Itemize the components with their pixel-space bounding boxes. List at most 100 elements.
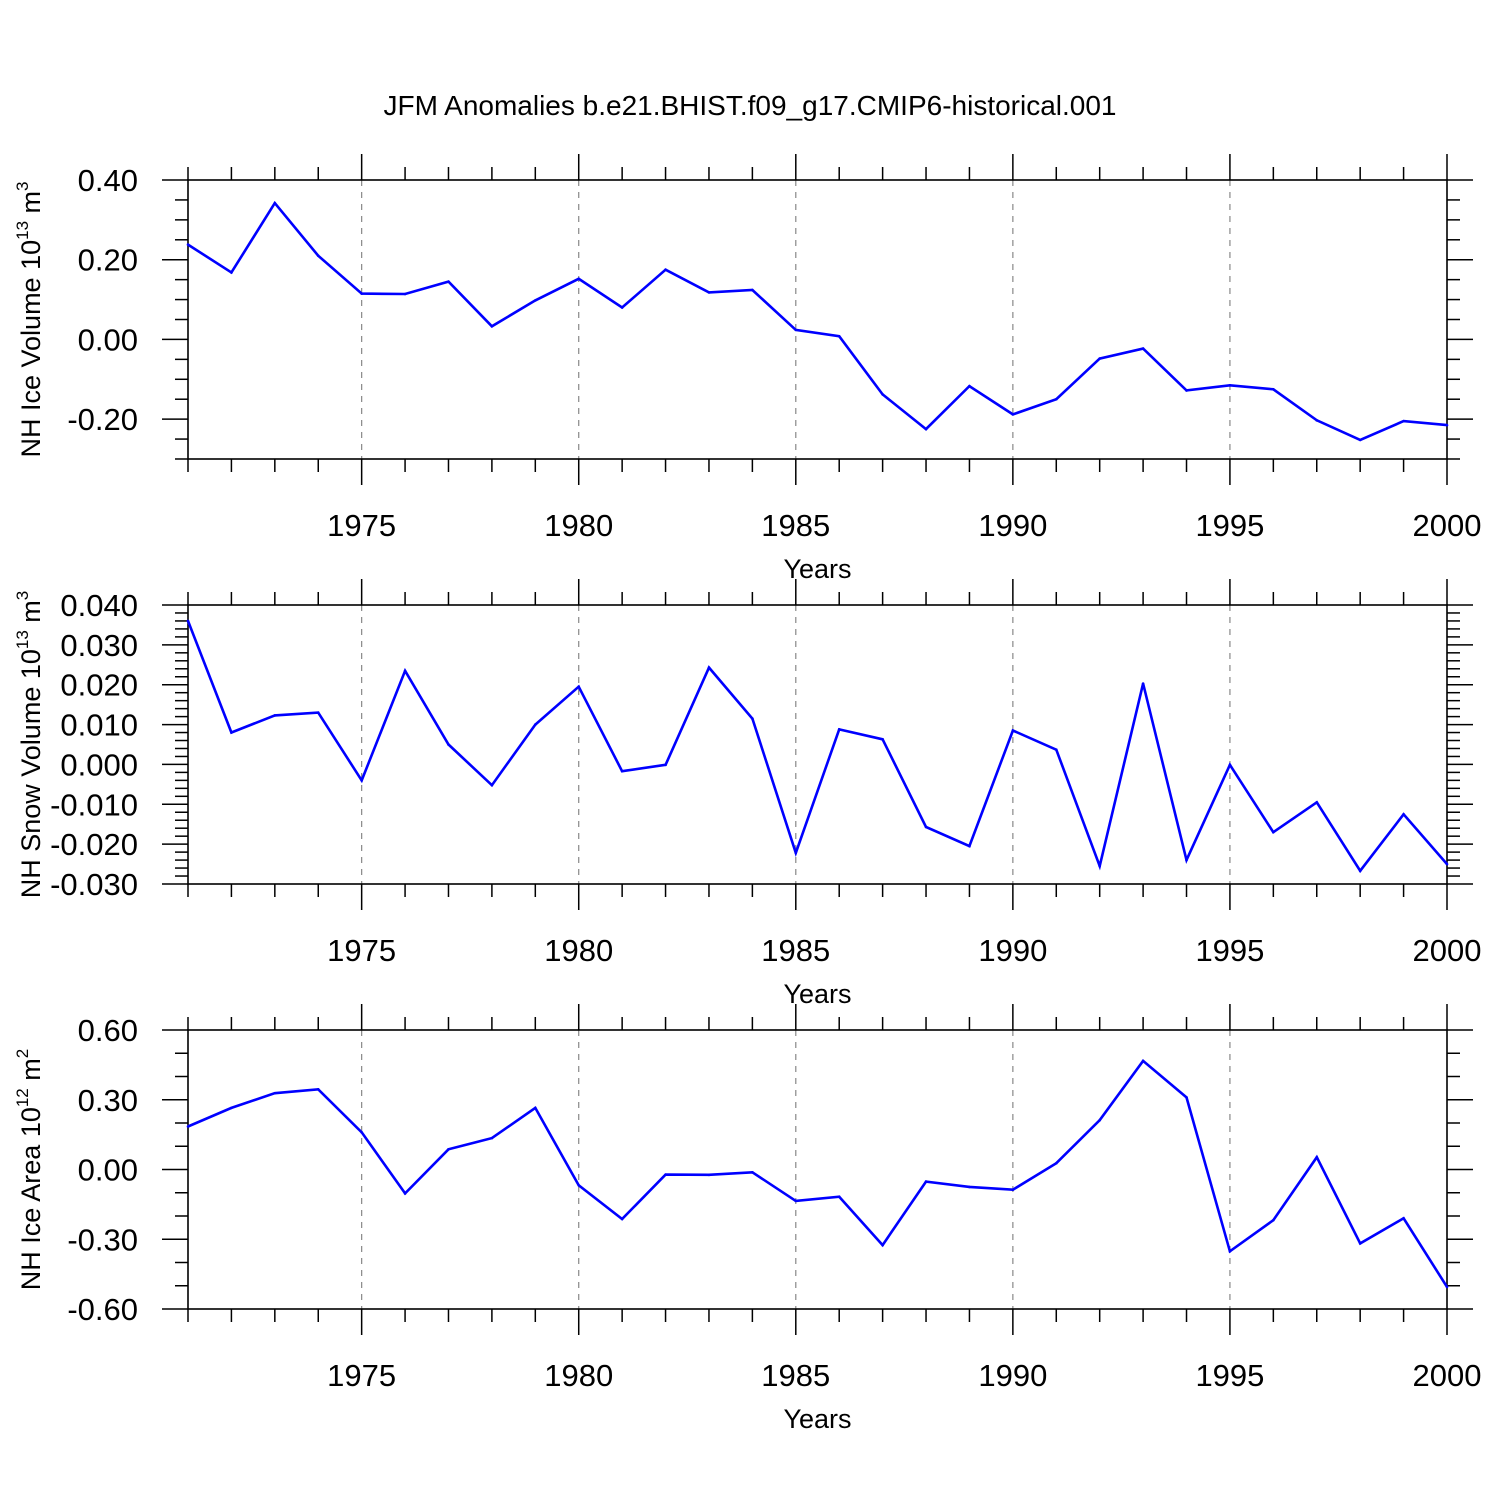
- panel-snow-volume: -0.030 -0.020 -0.010 0.000 0.010 0.020 0.030 0.…: [13, 579, 1481, 1009]
- data-point: [1445, 423, 1449, 427]
- data-point: [1011, 729, 1015, 732]
- plot-frame: [187, 1029, 1448, 1310]
- data-point: [316, 254, 320, 258]
- figure-title: JFM Anomalies b.e21.BHIST.f09_g17.CMIP6-…: [383, 90, 1116, 121]
- data-point: [968, 384, 971, 388]
- y-tick-label: -0.010: [50, 787, 138, 822]
- data-point: [1315, 419, 1319, 422]
- x-tick-label: 1985: [761, 933, 830, 968]
- data-point: [968, 1185, 971, 1189]
- data-point: [1141, 1059, 1145, 1063]
- data-point: [707, 291, 711, 294]
- y-tick-label: 0.00: [78, 322, 138, 357]
- data-point: [1141, 347, 1145, 350]
- panel-ice-area: -0.60 -0.30 0.00 0.30 0.60 1975 1980 1985 1990 19…: [13, 1004, 1481, 1434]
- x-tick-label: 2000: [1413, 1358, 1482, 1393]
- data-point: [230, 731, 233, 734]
- data-point: [620, 1217, 624, 1221]
- x-tick-label: 1975: [327, 508, 396, 543]
- x-tick-label: 1980: [544, 1358, 613, 1393]
- series-line-ice-area: [187, 1059, 1449, 1288]
- data-point: [447, 280, 450, 283]
- data-point: [577, 1184, 581, 1187]
- data-point: [186, 1125, 190, 1128]
- data-point: [664, 1173, 667, 1176]
- data-point: [403, 292, 407, 296]
- data-point: [1054, 397, 1058, 401]
- data-point: [273, 201, 277, 205]
- data-point: [1315, 1155, 1319, 1159]
- y-tick-label: -0.20: [67, 402, 138, 437]
- data-point: [490, 324, 494, 328]
- y-tick-label: -0.020: [50, 827, 138, 862]
- data-point: [1272, 387, 1275, 391]
- data-point: [1098, 357, 1101, 360]
- y-axis-label: NH Ice Area 1012 m2: [13, 1049, 46, 1290]
- data-point: [403, 669, 407, 673]
- x-tick-label: 1995: [1195, 508, 1264, 543]
- data-point: [186, 619, 190, 623]
- y-tick-label: 0.30: [78, 1083, 138, 1118]
- data-point: [1185, 858, 1188, 862]
- x-tick-label: 2000: [1413, 933, 1482, 968]
- data-point: [751, 717, 754, 720]
- data-point: [1402, 1217, 1405, 1220]
- y-axis-label: NH Snow Volume 1013 m3: [13, 591, 46, 899]
- y-tick-label: -0.60: [67, 1292, 138, 1327]
- x-tick-label: 2000: [1413, 508, 1482, 543]
- data-point: [577, 277, 581, 281]
- data-point: [1054, 748, 1058, 751]
- y-tick-label: -0.30: [67, 1222, 138, 1257]
- x-tick-label: 1990: [978, 1358, 1047, 1393]
- data-point: [1228, 383, 1232, 387]
- data-point: [1185, 1096, 1188, 1099]
- data-point: [794, 851, 798, 855]
- data-point: [707, 666, 711, 669]
- data-point: [273, 1091, 277, 1095]
- data-point: [230, 1106, 233, 1110]
- y-tick-label: 0.00: [78, 1153, 138, 1188]
- x-tick-label: 1980: [544, 508, 613, 543]
- x-tick-label: 1975: [327, 1358, 396, 1393]
- x-tick-label: 1975: [327, 933, 396, 968]
- data-point: [881, 1243, 884, 1247]
- data-point: [664, 763, 667, 767]
- data-point: [447, 1147, 450, 1151]
- data-point: [1272, 830, 1275, 834]
- data-point: [360, 1131, 363, 1134]
- data-point: [837, 728, 841, 731]
- x-axis-label: Years: [783, 979, 851, 1009]
- panels: -0.20 0.00 0.20 0.40 1975 1980 1985 1990 1995 200…: [13, 154, 1481, 1434]
- data-point: [1141, 682, 1145, 685]
- x-tick-label: 1995: [1195, 933, 1264, 968]
- x-tick-label: 1985: [761, 508, 830, 543]
- data-point: [1402, 812, 1405, 816]
- x-tick-label: 1980: [544, 933, 613, 968]
- data-point: [490, 1136, 494, 1140]
- data-point: [881, 738, 884, 741]
- data-point: [924, 1180, 928, 1183]
- data-point: [968, 844, 971, 848]
- y-tick-label: 0.010: [60, 708, 138, 743]
- x-tick-label: 1990: [978, 933, 1047, 968]
- y-tick-label: 0.040: [60, 588, 138, 623]
- x-tick-label: 1990: [978, 508, 1047, 543]
- data-point: [1358, 869, 1362, 873]
- data-point: [1228, 1250, 1232, 1253]
- data-point: [1445, 1285, 1449, 1289]
- x-tick-label: 1985: [761, 1358, 830, 1393]
- data-point: [1011, 413, 1015, 416]
- y-tick-label: 0.20: [78, 243, 138, 278]
- data-point: [1011, 1188, 1015, 1192]
- plot-frame: [187, 604, 1448, 885]
- data-point: [664, 268, 667, 271]
- y-axis-label: NH Ice Volume 1013 m3: [13, 182, 46, 458]
- data-point: [751, 1170, 754, 1174]
- series-line-ice-volume: [187, 200, 1448, 442]
- data-point: [620, 306, 624, 309]
- data-point: [881, 393, 884, 396]
- data-point: [1098, 864, 1101, 868]
- data-point: [447, 743, 450, 746]
- data-point: [1358, 1242, 1362, 1245]
- data-point: [534, 1106, 537, 1110]
